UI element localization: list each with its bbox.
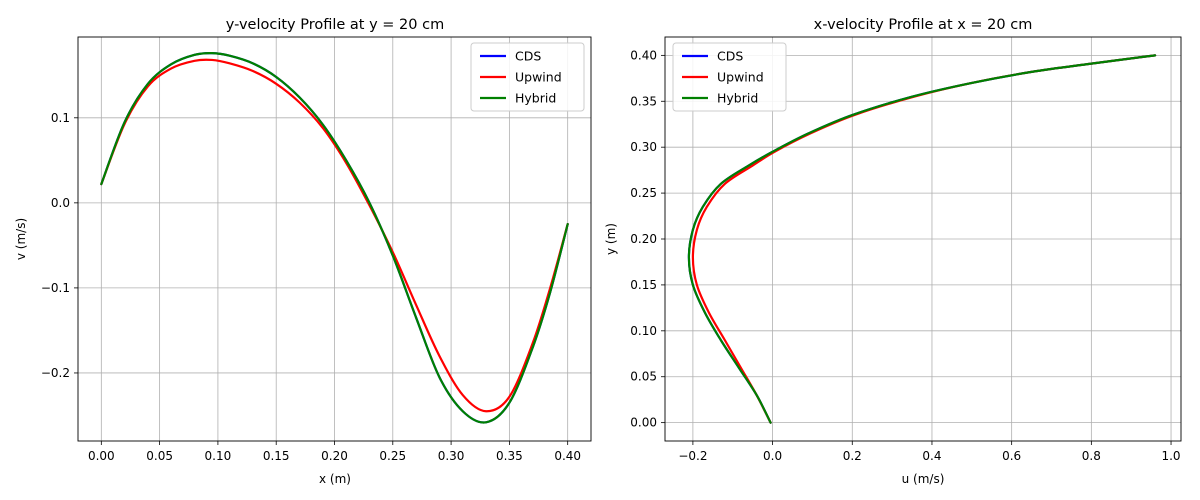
legend-label-upwind: Upwind [717,70,764,85]
legend-label-upwind: Upwind [515,70,562,85]
x-tick-label: 0.0 [763,449,782,463]
legend-box [470,42,585,112]
plot-area [100,52,569,424]
y-tick-label: 0.0 [51,196,70,210]
y-tick-label: 0.15 [630,278,657,292]
legend: CDS Upwind Hybrid [470,42,585,112]
x-tick-label: 0.6 [1002,449,1021,463]
legend-label-hybrid: Hybrid [515,91,556,106]
grid [78,37,591,441]
y-tick-label: 0.1 [51,111,70,125]
x-tick-label: 0.8 [1082,449,1101,463]
x-tick-label: 0.25 [379,449,406,463]
legend-box [672,42,787,112]
y-tick-label: 0.35 [630,94,657,108]
plot-area [687,54,1157,424]
series-line-hybrid [100,52,569,424]
legend-label-hybrid: Hybrid [717,91,758,106]
y-tick-label: −0.2 [41,366,70,380]
legend: CDS Upwind Hybrid [672,42,787,112]
y-tick-label: 0.20 [630,232,657,246]
x-tick-label: 0.05 [146,449,173,463]
legend-label-cds: CDS [717,49,743,64]
y-tick-label: 0.10 [630,324,657,338]
x-axis-label: x (m) [319,472,351,486]
x-tick-label: 0.4 [922,449,941,463]
y-axis-label: y (m) [604,223,618,255]
x-tick-label: 0.35 [496,449,523,463]
series-line-hybrid [687,54,1157,424]
x-tick-label: 0.20 [321,449,348,463]
series-line-upwind [100,58,569,413]
y-axis-label: v (m/s) [14,218,28,260]
y-tick-label: 0.05 [630,370,657,384]
x-tick-label: 0.15 [263,449,290,463]
x-tick-label: 0.00 [88,449,115,463]
x-tick-label: 1.0 [1161,449,1180,463]
axis-ticks: −0.2 0.0 0.2 0.4 0.6 0.8 1.0 0.00 0.05 0.10 0.15 0.… [630,48,1180,463]
y-tick-label: 0.40 [630,48,657,62]
y-tick-label: −0.1 [41,281,70,295]
chart-title: y-velocity Profile at y = 20 cm [226,17,444,33]
chart-x-velocity: x-velocity Profile at x = 20 cm −0.2 0.0 0… [604,17,1182,486]
x-tick-label: 0.30 [438,449,465,463]
x-axis-label: u (m/s) [902,472,945,486]
x-tick-label: 0.10 [205,449,232,463]
axis-ticks: 0.00 0.05 0.10 0.15 0.20 0.25 0.30 0.35 0.40 −0.2… [41,111,581,463]
chart-title: x-velocity Profile at x = 20 cm [814,17,1033,33]
y-tick-label: 0.00 [630,416,657,430]
x-tick-label: 0.40 [554,449,581,463]
legend-label-cds: CDS [515,49,541,64]
y-tick-label: 0.30 [630,140,657,154]
x-tick-label: 0.2 [843,449,862,463]
chart-y-velocity: y-velocity Profile at y = 20 cm 0.00 0.05… [14,17,592,486]
y-tick-label: 0.25 [630,186,657,200]
x-tick-label: −0.2 [678,449,707,463]
